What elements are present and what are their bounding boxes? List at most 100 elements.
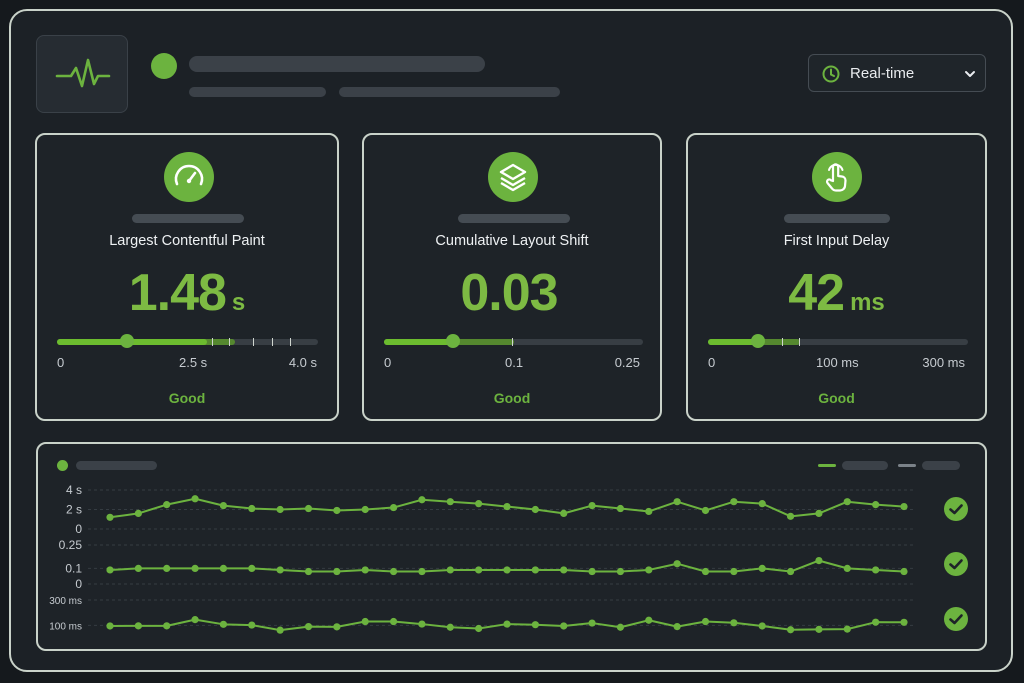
data-point xyxy=(616,504,625,513)
legend-swatch xyxy=(818,464,836,467)
data-point xyxy=(475,500,483,508)
data-point xyxy=(900,618,908,626)
time-range-select[interactable]: Real-time xyxy=(808,54,986,92)
data-point xyxy=(333,506,341,515)
data-point xyxy=(588,619,596,627)
data-point xyxy=(446,623,454,631)
legend-placeholder xyxy=(842,461,888,470)
scale-max: 0.25 xyxy=(614,355,640,370)
data-point xyxy=(872,566,880,574)
data-point xyxy=(900,567,908,576)
data-point xyxy=(531,621,539,629)
y-tick-label: 2 s xyxy=(66,503,82,517)
metric-title: Largest Contentful Paint xyxy=(109,233,265,249)
data-point xyxy=(560,622,568,630)
data-point xyxy=(219,502,228,510)
data-point xyxy=(446,566,454,574)
data-point xyxy=(645,507,653,516)
data-point xyxy=(843,625,851,633)
data-point xyxy=(134,622,142,630)
data-point xyxy=(333,567,341,576)
gauge-icon xyxy=(164,152,214,202)
data-point xyxy=(588,567,596,576)
data-point xyxy=(248,621,256,629)
value-marker xyxy=(446,334,460,348)
y-tick-label: 100 ms xyxy=(49,621,82,632)
data-point xyxy=(730,567,738,576)
title-placeholder xyxy=(189,56,485,72)
data-point xyxy=(475,566,483,574)
scale-mid: 100 ms xyxy=(816,355,859,370)
metric-rating: Good xyxy=(493,390,531,406)
data-point xyxy=(673,623,681,631)
legend-placeholder xyxy=(922,461,960,470)
data-point xyxy=(701,567,710,576)
data-point xyxy=(106,513,114,521)
metric-number: 1.48 xyxy=(128,264,227,322)
data-point xyxy=(815,509,823,517)
metric-card-lcp: Largest Contentful Paint 1.48 s 0 2.5 s 4… xyxy=(35,133,339,421)
subtitle-placeholder xyxy=(189,87,326,97)
value-marker xyxy=(751,334,765,348)
layers-icon xyxy=(488,152,538,202)
data-point xyxy=(191,495,199,503)
data-point xyxy=(361,566,369,574)
data-point xyxy=(531,505,539,514)
data-point xyxy=(276,626,284,634)
data-point xyxy=(786,567,795,576)
data-point xyxy=(815,625,823,633)
data-point xyxy=(134,509,142,517)
status-check-icon xyxy=(944,497,968,521)
data-point xyxy=(758,622,766,630)
data-point xyxy=(276,505,284,514)
scale-mid: 2.5 s xyxy=(179,355,208,370)
data-point xyxy=(758,564,766,572)
label-placeholder xyxy=(784,214,890,223)
label-placeholder xyxy=(458,214,570,223)
trend-title-placeholder xyxy=(76,461,157,470)
data-point xyxy=(701,617,710,626)
data-point xyxy=(503,566,511,574)
status-check-icon xyxy=(944,552,968,576)
data-point xyxy=(758,500,766,508)
y-tick-label: 0.25 xyxy=(59,538,83,552)
y-tick-label: 0.1 xyxy=(65,561,82,575)
data-point xyxy=(219,620,228,628)
data-point xyxy=(900,502,908,511)
data-point xyxy=(673,498,681,506)
y-tick-label: 0 xyxy=(75,522,82,536)
data-point xyxy=(616,623,625,631)
data-point xyxy=(219,564,228,572)
status-indicator xyxy=(151,53,177,79)
data-point xyxy=(418,567,426,576)
data-point xyxy=(616,567,625,576)
data-point xyxy=(730,619,738,627)
time-range-label: Real-time xyxy=(850,65,915,82)
y-tick-label: 300 ms xyxy=(49,596,82,607)
data-point xyxy=(843,564,851,572)
metric-value: 42 ms xyxy=(688,263,985,323)
data-point xyxy=(163,622,171,630)
data-point xyxy=(475,624,483,633)
data-point xyxy=(361,617,369,626)
data-point xyxy=(843,498,851,506)
data-point xyxy=(304,504,313,513)
metric-rating: Good xyxy=(818,390,855,406)
threshold-bar xyxy=(708,334,968,348)
data-point xyxy=(418,620,426,628)
metric-number: 42 xyxy=(788,264,845,322)
metric-unit: ms xyxy=(850,289,885,316)
data-point xyxy=(560,566,568,574)
data-point xyxy=(304,567,313,576)
label-placeholder xyxy=(132,214,244,223)
data-point xyxy=(872,618,880,626)
metric-card-fid: First Input Delay 42 ms 0 100 ms 300 ms G… xyxy=(686,133,987,421)
heartbeat-icon xyxy=(55,58,111,88)
data-point xyxy=(418,496,426,504)
data-point xyxy=(786,512,795,520)
data-point xyxy=(389,617,398,626)
data-point xyxy=(191,564,199,572)
data-point xyxy=(248,564,256,572)
y-tick-label: 0 xyxy=(75,577,82,591)
